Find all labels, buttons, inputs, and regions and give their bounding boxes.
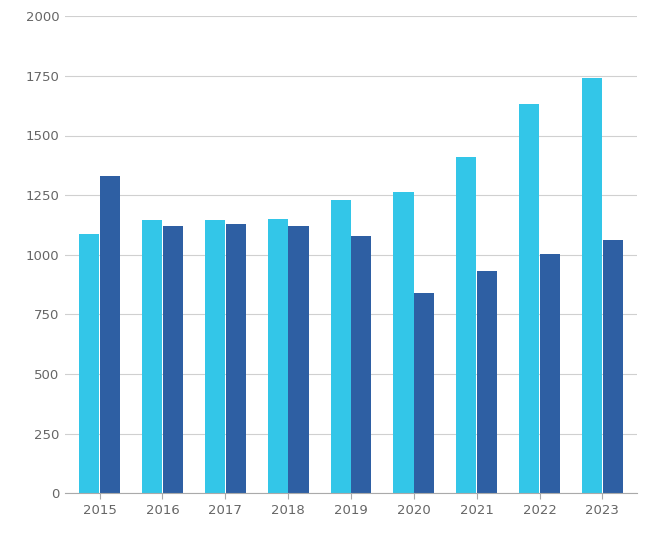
Bar: [268, 219, 288, 493]
Bar: [519, 105, 540, 493]
Bar: [582, 78, 602, 493]
Bar: [477, 272, 497, 493]
Bar: [79, 235, 99, 493]
Bar: [100, 176, 120, 493]
Bar: [393, 191, 413, 493]
Bar: [414, 293, 434, 493]
Bar: [205, 220, 225, 493]
Bar: [142, 220, 162, 493]
Bar: [331, 200, 351, 493]
Bar: [289, 226, 309, 493]
Bar: [351, 236, 371, 493]
Bar: [540, 254, 560, 493]
Bar: [603, 241, 623, 493]
Bar: [162, 226, 183, 493]
Bar: [456, 157, 476, 493]
Bar: [226, 224, 246, 493]
